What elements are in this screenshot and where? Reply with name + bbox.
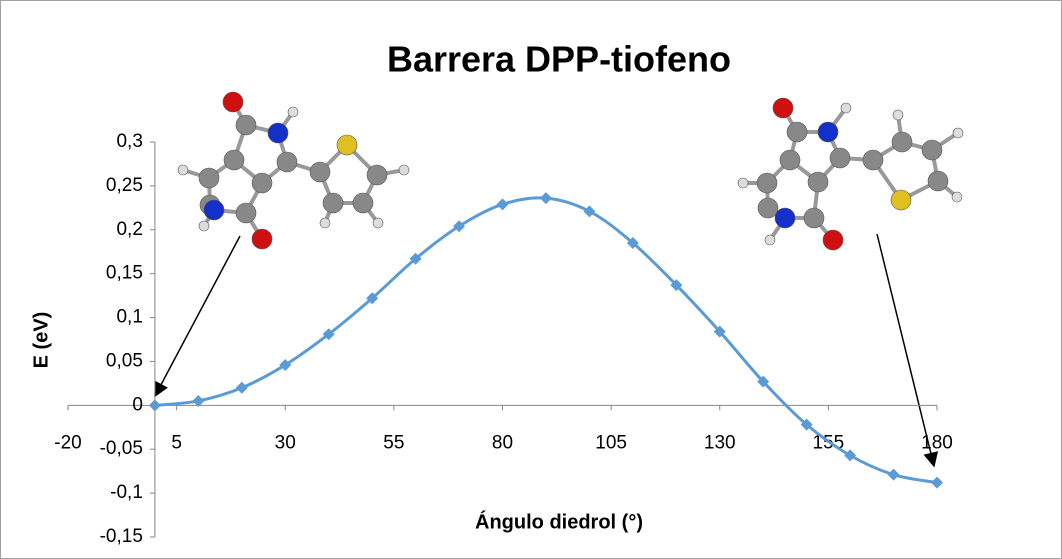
atom — [236, 203, 256, 223]
atom — [738, 178, 748, 188]
atom — [892, 132, 912, 152]
atom — [223, 92, 243, 112]
atom — [277, 152, 297, 172]
chart-title: Barrera DPP-tiofeno — [387, 39, 731, 80]
atom — [808, 172, 828, 192]
atom — [893, 110, 903, 120]
x-axis-title: Ángulo diedrol (°) — [475, 510, 643, 533]
y-tick-label: 0,25 — [106, 175, 143, 196]
atom — [953, 128, 963, 138]
atom — [922, 140, 942, 160]
x-tick-label: 180 — [921, 432, 953, 453]
x-tick-label: 80 — [492, 432, 513, 453]
atom — [178, 165, 188, 175]
atom — [204, 200, 224, 220]
atom — [804, 208, 824, 228]
x-tick-label: -20 — [54, 432, 81, 453]
atom — [353, 193, 373, 213]
atom — [236, 115, 256, 135]
x-tick-label: 5 — [171, 432, 182, 453]
atom — [252, 229, 272, 249]
chart-frame — [1, 1, 1062, 559]
atom — [758, 198, 778, 218]
atom — [373, 218, 383, 228]
atom — [891, 190, 911, 210]
atom — [337, 135, 357, 155]
y-tick-label: 0,05 — [106, 350, 143, 371]
atom — [818, 122, 838, 142]
y-tick-label: -0,15 — [100, 526, 143, 547]
y-tick-label: 0,2 — [116, 219, 142, 240]
atom — [780, 150, 800, 170]
y-tick-label: -0,1 — [110, 482, 143, 503]
atom — [224, 150, 244, 170]
x-tick-label: 130 — [704, 432, 736, 453]
atom — [787, 122, 807, 142]
atom — [952, 192, 962, 202]
atom — [199, 168, 219, 188]
atom — [323, 193, 343, 213]
atom — [928, 171, 948, 191]
atom — [310, 162, 330, 182]
atom — [823, 230, 843, 250]
atom — [367, 165, 387, 185]
atom — [268, 123, 288, 143]
atom — [773, 98, 793, 118]
atom — [841, 103, 851, 113]
x-tick-label: 105 — [595, 432, 627, 453]
atom — [765, 235, 775, 245]
atom — [252, 173, 272, 193]
y-tick-label: 0,1 — [116, 307, 142, 328]
atom — [830, 148, 850, 168]
y-tick-label: 0 — [132, 394, 143, 415]
y-tick-label: 0,3 — [116, 131, 142, 152]
atom — [199, 221, 209, 231]
x-tick-label: 30 — [275, 432, 296, 453]
atom — [288, 107, 298, 117]
y-tick-label: 0,15 — [106, 263, 143, 284]
chart: Barrera DPP-tiofeno Ángulo diedrol (°) E… — [0, 0, 1062, 559]
y-tick-label: -0,05 — [100, 438, 143, 459]
atom — [757, 173, 777, 193]
atom — [775, 208, 795, 228]
atom — [399, 165, 409, 175]
y-axis-title: E (eV) — [30, 312, 52, 369]
atom — [320, 218, 330, 228]
x-tick-label: 55 — [383, 432, 404, 453]
atom — [863, 150, 883, 170]
